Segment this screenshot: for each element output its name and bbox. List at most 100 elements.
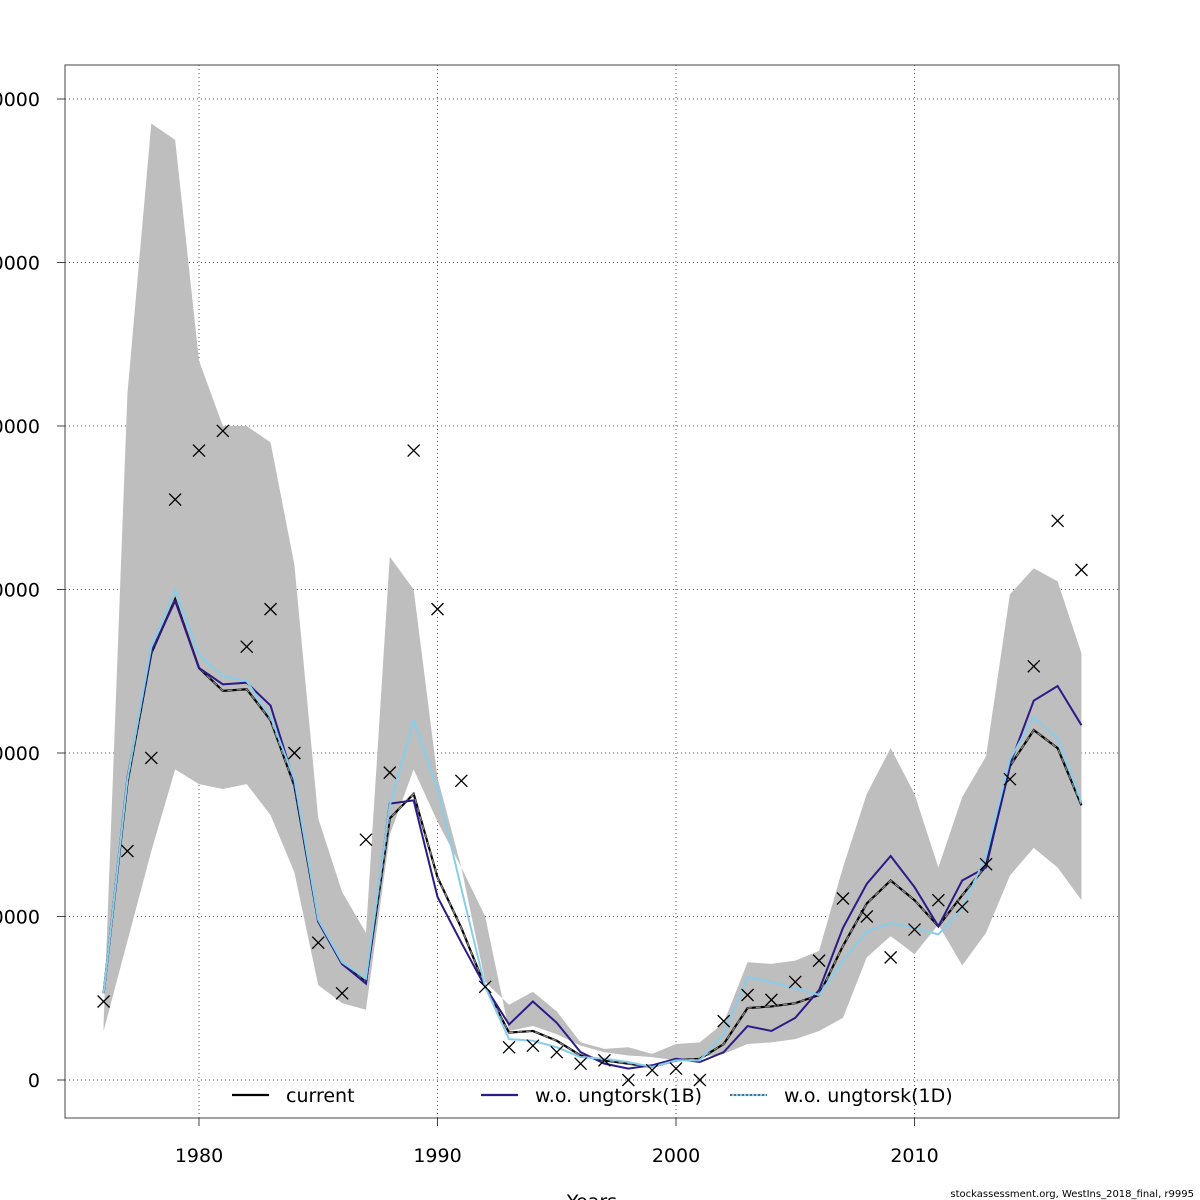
observation-marker-stroke bbox=[120, 844, 134, 858]
observation-marker bbox=[240, 640, 254, 654]
observation-marker bbox=[645, 1063, 659, 1077]
observation-marker-stroke bbox=[836, 892, 850, 905]
observation-marker bbox=[335, 986, 349, 1000]
x-tick-label: 1980 bbox=[175, 1145, 223, 1167]
observation-marker-stroke bbox=[955, 900, 969, 914]
observation-marker bbox=[955, 900, 969, 914]
x-tick-label: 2000 bbox=[652, 1145, 700, 1167]
y-tick-label: 50000 bbox=[0, 253, 40, 275]
observation-marker bbox=[383, 766, 397, 780]
observation-marker bbox=[264, 602, 278, 616]
observation-marker bbox=[597, 1053, 611, 1067]
observation-marker-stroke bbox=[812, 954, 826, 968]
observation-marker-stroke bbox=[741, 988, 755, 1002]
observation-marker-stroke bbox=[1051, 514, 1065, 528]
observation-marker-stroke bbox=[359, 833, 373, 847]
observation-marker-stroke bbox=[860, 910, 874, 923]
observation-marker-stroke bbox=[311, 936, 325, 950]
legend-entry-current: current bbox=[232, 1085, 355, 1107]
observation-marker-stroke bbox=[693, 1073, 707, 1087]
observation-marker bbox=[144, 751, 158, 765]
observation-marker-stroke bbox=[287, 746, 301, 760]
observation-marker bbox=[621, 1073, 635, 1087]
observation-marker bbox=[669, 1062, 683, 1076]
observation-marker bbox=[311, 936, 325, 950]
plot-frame bbox=[64, 64, 1120, 1119]
y-tick-label: 60000 bbox=[0, 89, 40, 111]
legend-entry-1b: w.o. ungtorsk(1B) bbox=[481, 1085, 702, 1107]
legend-label: w.o. ungtorsk(1B) bbox=[535, 1085, 702, 1107]
observation-marker bbox=[550, 1045, 564, 1059]
legend-label: current bbox=[286, 1085, 355, 1107]
observation-marker-stroke bbox=[454, 774, 468, 788]
observation-marker bbox=[836, 892, 850, 905]
observation-marker-stroke bbox=[240, 640, 254, 654]
observation-marker bbox=[788, 975, 802, 989]
x-tick-label: 1990 bbox=[413, 1145, 461, 1167]
credit-text: stockassessment.org, WestIns_2018_final,… bbox=[950, 1189, 1194, 1200]
observation-marker bbox=[454, 774, 468, 788]
observation-marker-stroke bbox=[979, 857, 993, 871]
observation-marker bbox=[431, 602, 444, 616]
observation-marker-stroke bbox=[407, 444, 421, 457]
observation-marker bbox=[908, 923, 921, 937]
x-tick-label: 2010 bbox=[890, 1145, 938, 1167]
legend-label: w.o. ungtorsk(1D) bbox=[784, 1085, 953, 1107]
observation-marker-stroke bbox=[216, 424, 230, 438]
observation-marker-stroke bbox=[431, 602, 444, 616]
observation-marker bbox=[216, 424, 230, 438]
observation-marker-stroke bbox=[669, 1062, 683, 1076]
observation-marker bbox=[1027, 659, 1041, 673]
observation-marker bbox=[764, 993, 778, 1007]
y-tick-label: 40000 bbox=[0, 416, 40, 438]
observation-marker bbox=[120, 844, 134, 858]
y-tick-label: 20000 bbox=[0, 743, 40, 765]
observation-marker-stroke bbox=[1027, 659, 1041, 673]
observation-marker-stroke bbox=[621, 1073, 635, 1087]
observation-marker-stroke bbox=[526, 1039, 540, 1053]
observation-marker bbox=[526, 1039, 540, 1053]
observation-marker bbox=[1003, 772, 1017, 786]
observation-marker-stroke bbox=[1003, 772, 1017, 786]
x-axis-label: Years bbox=[566, 1191, 617, 1200]
observation-marker bbox=[97, 995, 111, 1008]
observation-marker bbox=[574, 1057, 588, 1071]
observation-marker bbox=[359, 833, 373, 847]
observation-marker bbox=[931, 893, 945, 907]
observation-marker-stroke bbox=[931, 893, 945, 907]
observation-marker-stroke bbox=[645, 1063, 659, 1077]
observation-marker-stroke bbox=[168, 493, 182, 507]
observation-marker bbox=[860, 910, 874, 923]
observation-marker bbox=[407, 444, 421, 457]
observation-marker-stroke bbox=[264, 602, 278, 616]
observation-marker bbox=[884, 950, 898, 964]
y-tick-label: 0 bbox=[28, 1070, 40, 1092]
observation-marker bbox=[192, 444, 206, 457]
series-lines bbox=[102, 586, 1083, 1070]
observation-marker-stroke bbox=[97, 995, 111, 1008]
observation-marker bbox=[979, 857, 993, 871]
observation-marker-stroke bbox=[597, 1053, 611, 1067]
observation-marker-stroke bbox=[764, 993, 778, 1007]
observation-marker bbox=[287, 746, 301, 760]
observation-marker-stroke bbox=[335, 986, 349, 1000]
observation-marker bbox=[1074, 563, 1088, 577]
observation-marker-stroke bbox=[574, 1057, 588, 1071]
observation-marker bbox=[693, 1073, 707, 1087]
observation-marker bbox=[717, 1014, 731, 1028]
series-line-1d bbox=[102, 586, 1083, 1068]
observation-marker bbox=[168, 493, 182, 507]
observation-marker-stroke bbox=[502, 1040, 516, 1054]
observation-marker-stroke bbox=[192, 444, 206, 457]
observation-marker-stroke bbox=[550, 1045, 564, 1059]
legend: current w.o. ungtorsk(1B) w.o. ungtorsk(1D… bbox=[232, 1085, 953, 1107]
observation-marker bbox=[812, 954, 826, 968]
observation-marker-stroke bbox=[908, 923, 921, 937]
observation-marker bbox=[741, 988, 755, 1002]
y-tick-label: 30000 bbox=[0, 580, 40, 602]
observation-marker bbox=[478, 980, 492, 994]
legend-entry-1d: w.o. ungtorsk(1D) bbox=[730, 1085, 953, 1107]
